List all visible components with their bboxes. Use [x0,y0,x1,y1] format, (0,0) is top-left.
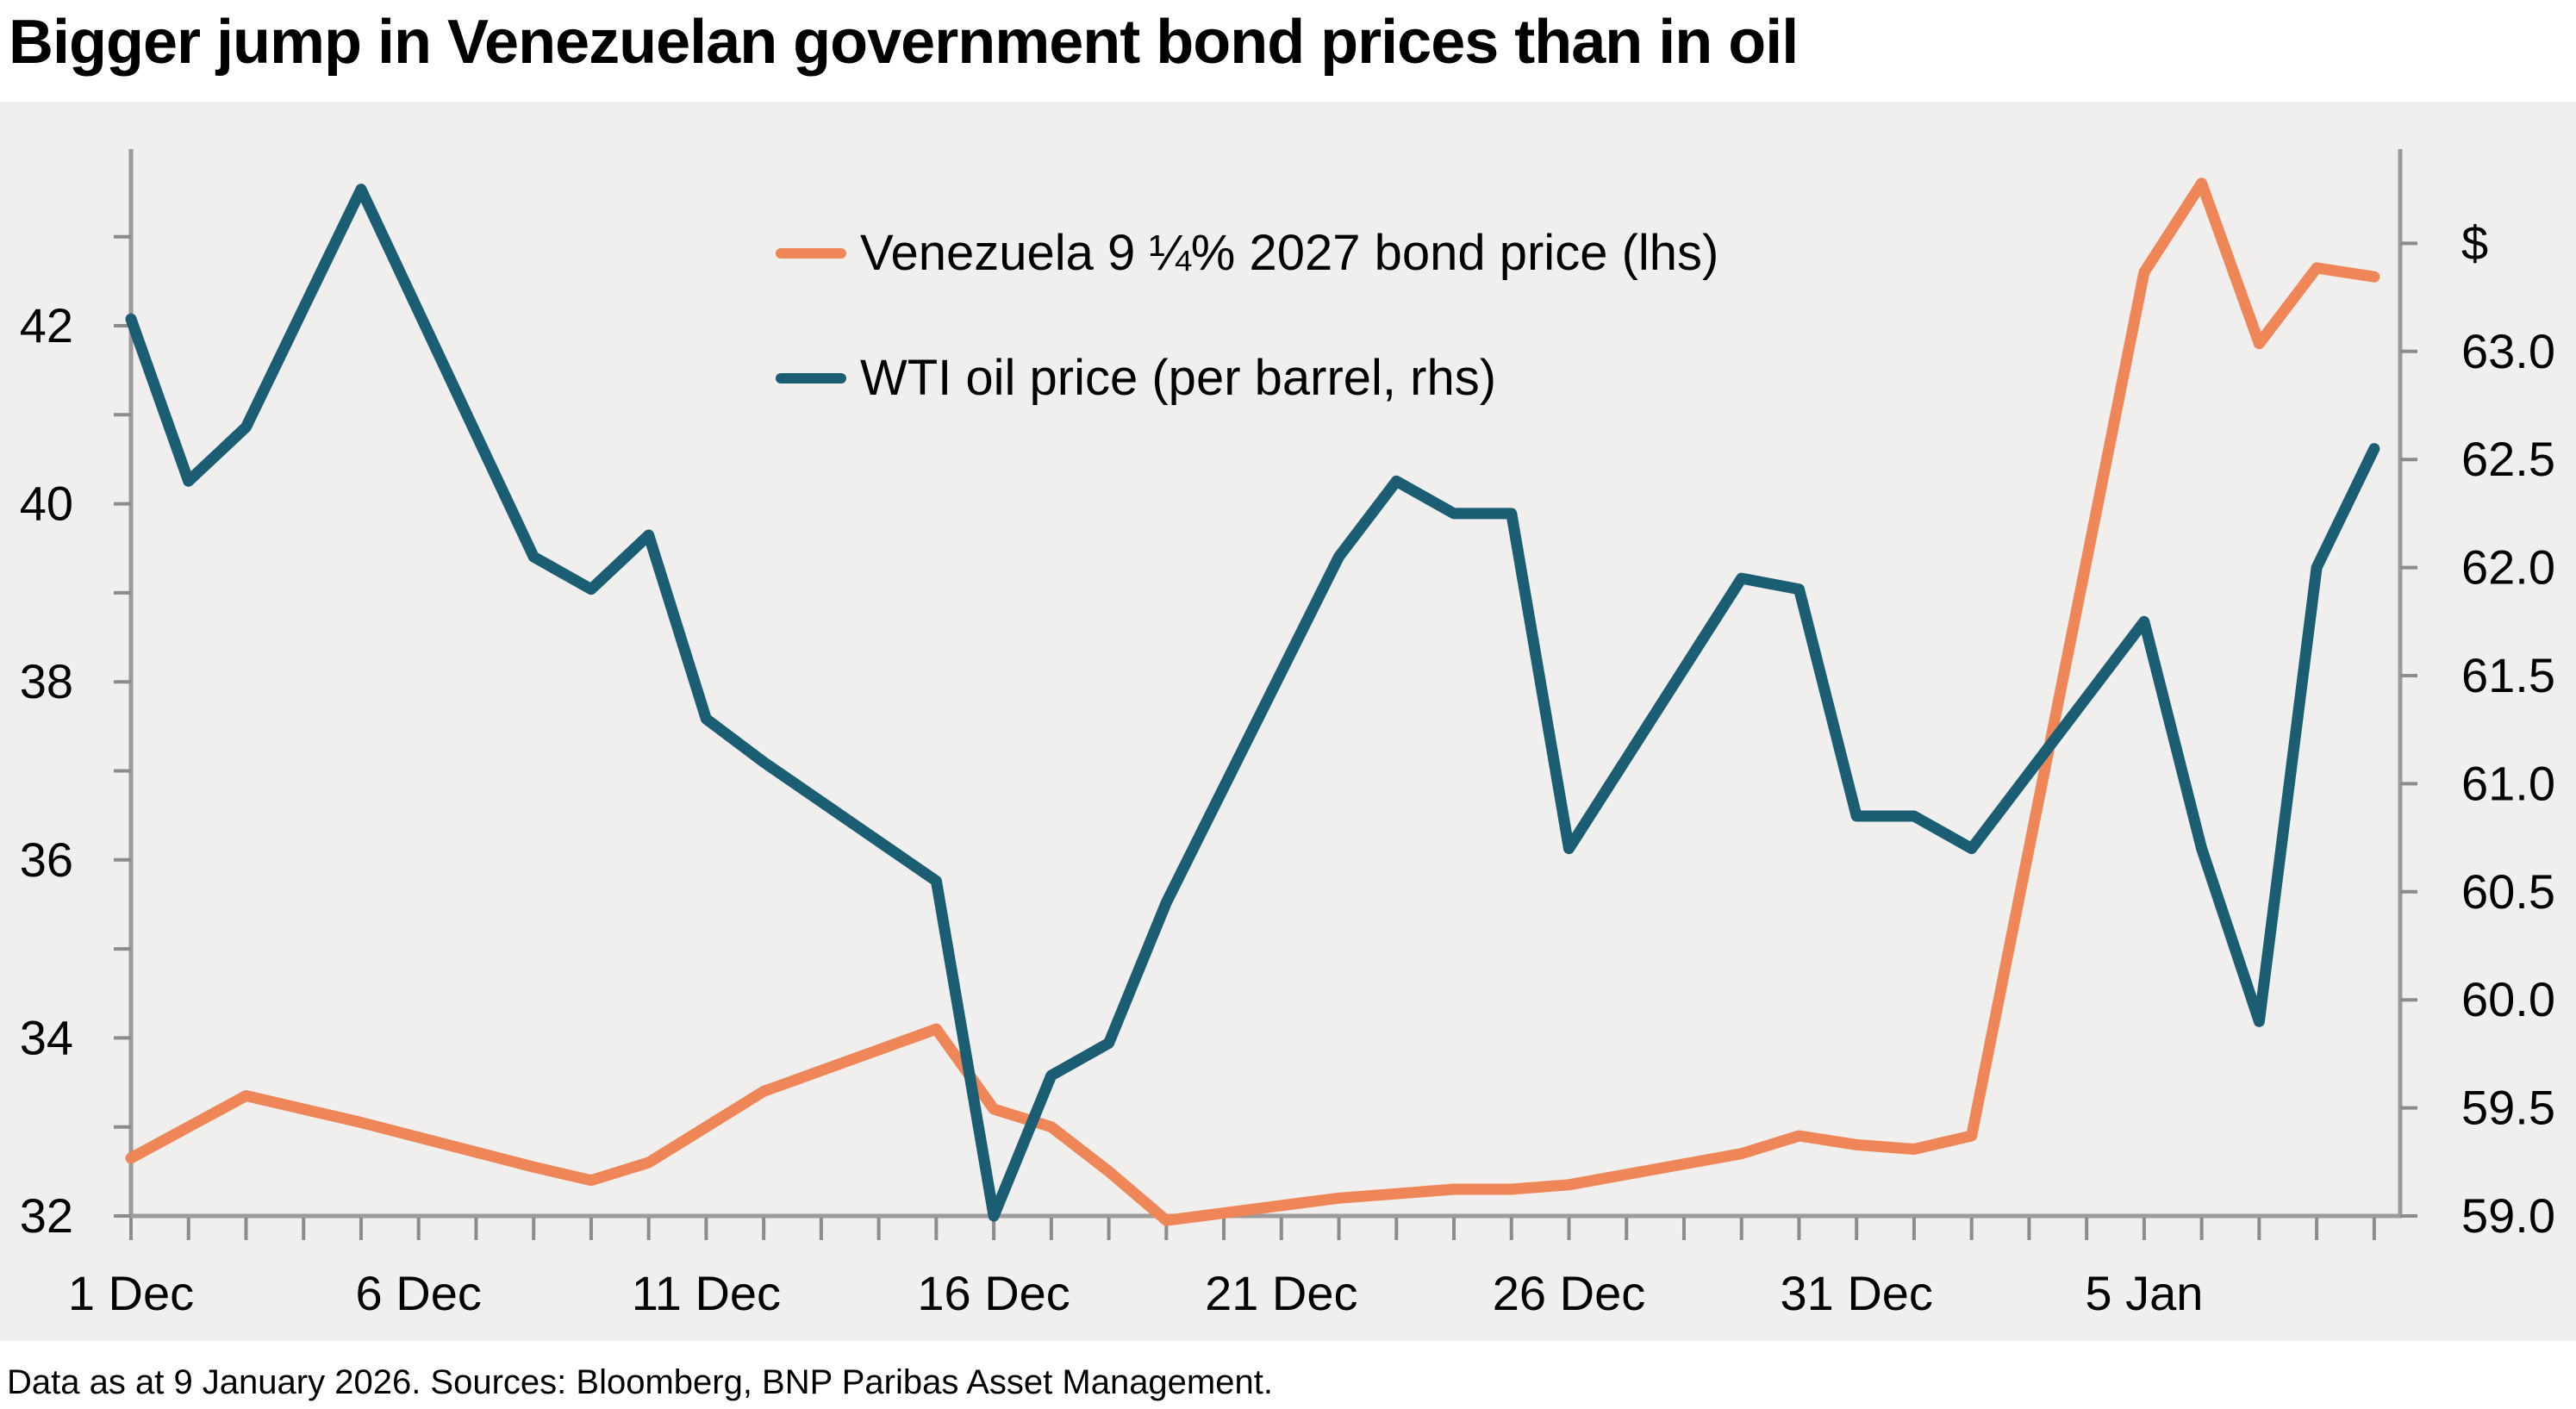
left-axis-tick-label: 40 [20,477,73,531]
right-axis-tick-label: 63.0 [2461,324,2555,378]
x-tick-label: 1 Dec [68,1266,194,1320]
x-tick-label: 31 Dec [1780,1266,1932,1320]
right-axis-tick-label: 59.5 [2461,1081,2555,1135]
right-axis-tick-label: 60.0 [2461,972,2555,1026]
left-axis-tick-label: 36 [20,832,73,887]
legend-label-bond: Venezuela 9 ¼% 2027 bond price (lhs) [860,225,1719,281]
x-tick-label: 6 Dec [356,1266,482,1320]
chart-title: Bigger jump in Venezuelan government bon… [9,8,1799,77]
plot-background [0,102,2576,1341]
right-axis-unit-label: $ [2461,215,2488,270]
left-axis-tick-label: 34 [20,1010,73,1064]
right-axis-tick-label: 60.5 [2461,864,2555,919]
left-axis-tick-label: 38 [20,654,73,708]
x-tick-label: 11 Dec [632,1266,781,1320]
left-axis-tick-label: 32 [20,1188,73,1243]
left-axis-tick-label: 42 [20,298,73,352]
x-tick-label: 16 Dec [917,1266,1070,1320]
oil-price-line [125,184,2380,1222]
source-note: Data as at 9 January 2026. Sources: Bloo… [7,1363,1273,1401]
oil-series-swatch [776,372,846,383]
x-tick-label: 5 Jan [2085,1266,2203,1320]
legend-item-oil: WTI oil price (per barrel, rhs) [776,349,1496,407]
right-axis-tick-label: 62.0 [2461,540,2555,595]
right-axis-tick-label: 61.0 [2461,756,2555,810]
legend-item-bond: Venezuela 9 ¼% 2027 bond price (lhs) [776,224,1718,282]
right-axis-tick-label: 61.5 [2461,648,2555,702]
bond-price-line [125,178,2380,1226]
x-tick-label: 26 Dec [1493,1266,1645,1320]
legend-label-oil: WTI oil price (per barrel, rhs) [860,350,1497,406]
right-axis-tick-label: 59.0 [2461,1188,2555,1243]
right-axis-tick-label: 62.5 [2461,432,2555,486]
x-tick-label: 21 Dec [1205,1266,1357,1320]
bond-series-swatch [776,247,846,259]
